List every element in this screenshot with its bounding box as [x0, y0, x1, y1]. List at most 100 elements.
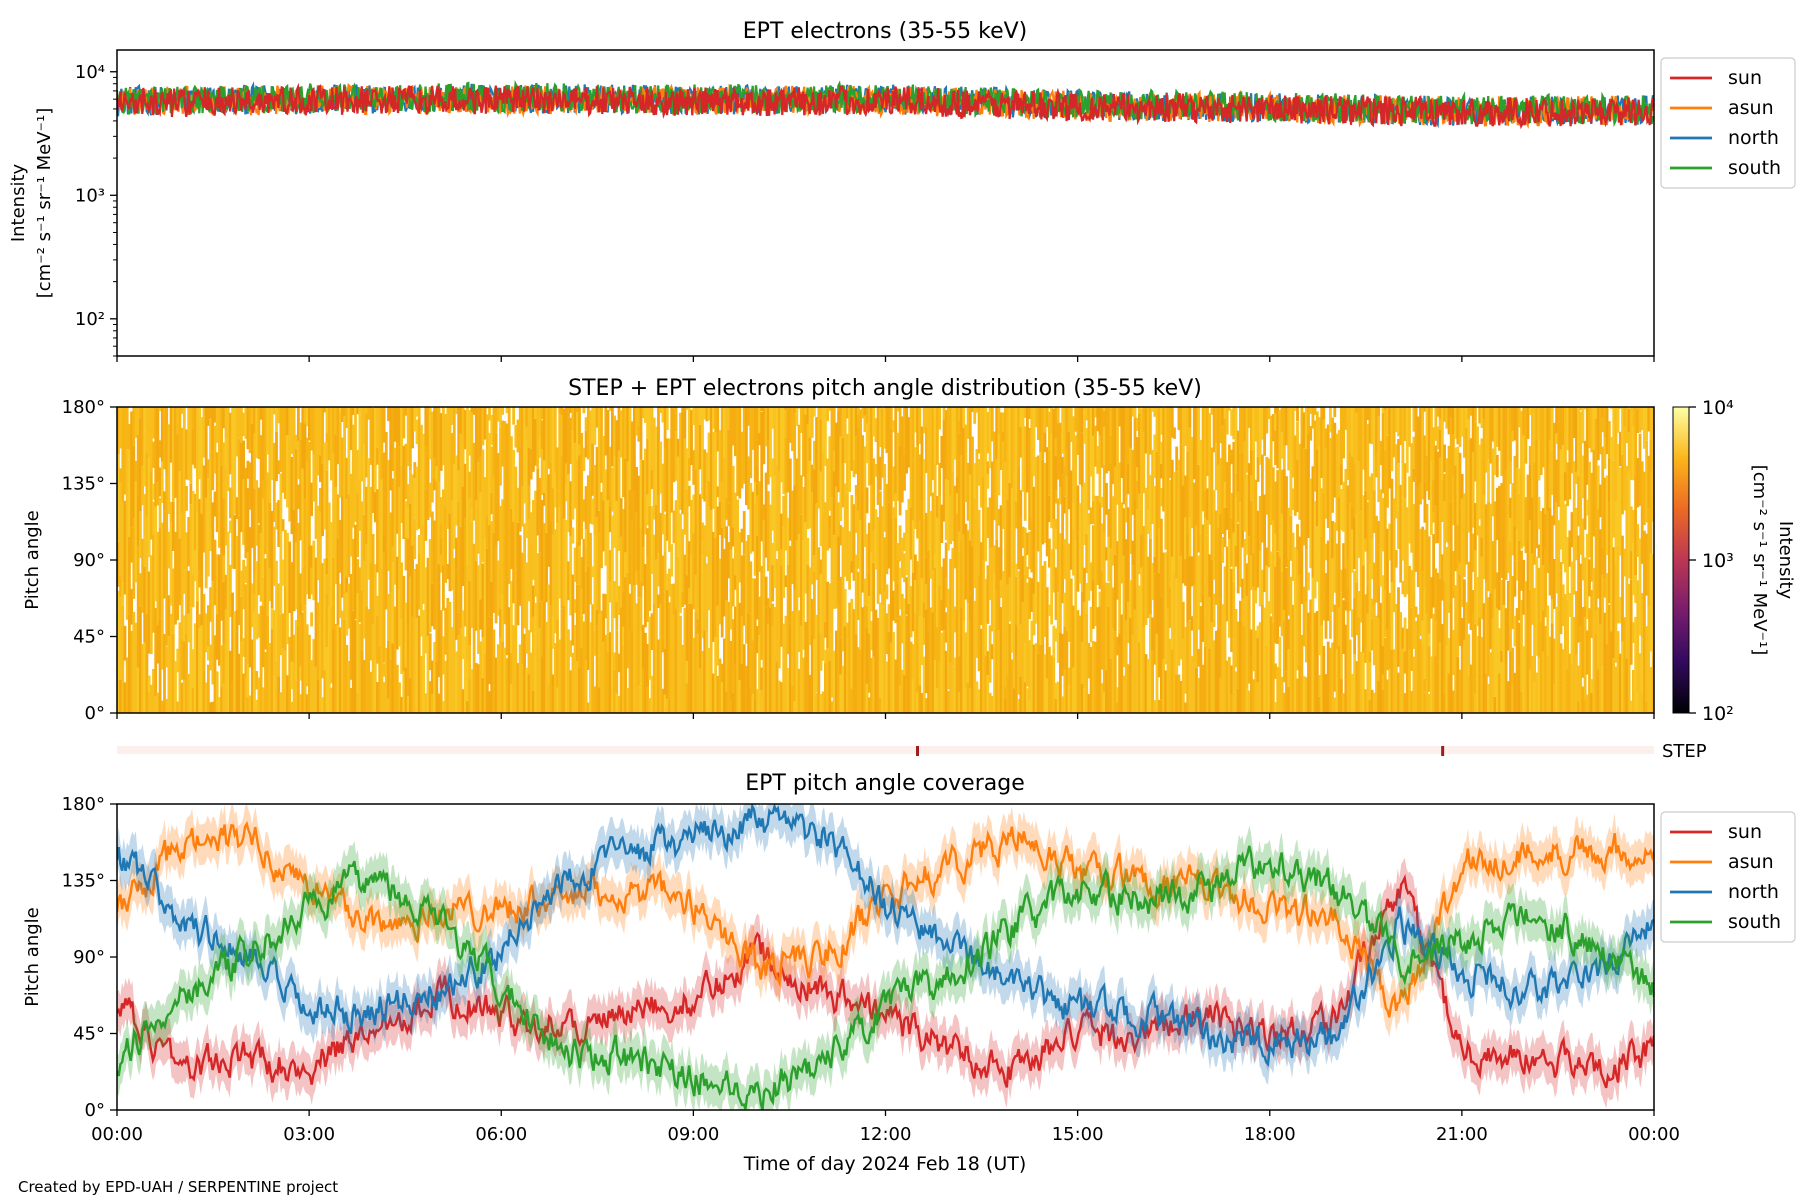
heatmap-cell	[615, 501, 619, 602]
heatmap-cell	[854, 496, 858, 533]
heatmap-cell	[657, 407, 660, 496]
heatmap-cell	[685, 407, 689, 410]
heatmap-cell	[668, 699, 671, 713]
heatmap-cell	[1386, 528, 1389, 630]
heatmap-cell	[694, 575, 698, 612]
heatmap-cell	[784, 493, 788, 510]
heatmap-cell	[299, 439, 302, 485]
heatmap-cell	[731, 692, 735, 713]
heatmap-cell	[147, 691, 151, 713]
heatmap-cell	[995, 591, 999, 679]
heatmap-cell	[119, 482, 122, 576]
heatmap-cell	[846, 492, 849, 581]
heatmap-cell	[426, 407, 430, 454]
heatmap-cell	[1098, 502, 1102, 590]
heatmap-cell	[1555, 433, 1558, 445]
heatmap-cell	[990, 696, 994, 713]
heatmap-cell	[1640, 509, 1644, 564]
heatmap-cell	[1078, 407, 1082, 485]
heatmap-cell	[391, 643, 395, 713]
heatmap-cell	[1166, 609, 1170, 713]
heatmap-cell	[854, 679, 858, 713]
heatmap-cell	[1643, 471, 1646, 526]
heatmap-cell	[606, 581, 610, 633]
heatmap-cell	[657, 495, 660, 554]
heatmap-cell	[896, 559, 900, 584]
heatmap-cell	[1590, 407, 1594, 453]
heatmap-cell	[540, 601, 544, 624]
heatmap-cell	[846, 407, 849, 419]
heatmap-cell	[435, 466, 439, 482]
heatmap-cell	[784, 407, 788, 411]
heatmap-cell	[562, 518, 566, 606]
heatmap-cell	[207, 407, 210, 426]
heatmap-cell	[391, 478, 395, 547]
heatmap-cell	[1197, 648, 1201, 667]
heatmap-cell	[1357, 441, 1361, 462]
heatmap-cell	[540, 407, 544, 420]
heatmap-cell	[119, 597, 122, 680]
heatmap-cell	[595, 517, 599, 610]
heatmap-cell	[687, 588, 691, 604]
heatmap-cell	[479, 407, 483, 456]
heatmap-cell	[147, 407, 151, 458]
heatmap-cell	[1561, 444, 1565, 541]
heatmap-cell	[1577, 407, 1580, 477]
heatmap-cell	[644, 448, 647, 535]
heatmap-cell	[922, 518, 926, 603]
heatmap-cell	[1491, 618, 1495, 713]
heatmap-cell	[1186, 451, 1190, 534]
heatmap-cell	[246, 407, 250, 412]
heatmap-cell	[283, 650, 287, 713]
heatmap-cell	[1557, 421, 1561, 507]
heatmap-cell	[1383, 449, 1387, 488]
heatmap-cell	[1307, 612, 1310, 713]
heatmap-cell	[911, 644, 915, 680]
heatmap-cell	[1467, 665, 1471, 676]
heatmap-cell	[775, 407, 779, 465]
heatmap-cell	[1296, 549, 1299, 580]
heatmap-cell	[758, 635, 761, 713]
heatmap-cell	[756, 626, 759, 654]
heatmap-cell	[1043, 432, 1047, 453]
heatmap-cell	[275, 660, 278, 713]
heatmap-cell	[130, 630, 133, 713]
heatmap-cell	[872, 407, 876, 437]
heatmap-cell	[1438, 540, 1442, 579]
heatmap-cell	[1023, 682, 1027, 713]
heatmap-cell	[341, 496, 344, 598]
heatmap-cell	[1263, 407, 1266, 456]
heatmap-cell	[652, 534, 656, 605]
heatmap-cell	[1535, 672, 1539, 713]
heatmap-cell	[968, 688, 972, 713]
heatmap-cell	[233, 407, 237, 422]
heatmap-cell	[1386, 407, 1389, 435]
heatmap-cell	[327, 567, 331, 608]
x-axis-label: Time of day 2024 Feb 18 (UT)	[743, 1153, 1027, 1175]
heatmap-cell	[674, 431, 678, 481]
heatmap-cell	[617, 407, 621, 451]
heatmap-cell	[1045, 407, 1049, 428]
heatmap-cell	[481, 519, 485, 563]
heatmap-cell	[1019, 517, 1023, 625]
heatmap-cell	[854, 554, 858, 635]
heatmap-cell	[165, 407, 169, 477]
heatmap-cell	[1113, 554, 1117, 631]
heatmap-cell	[1460, 618, 1464, 649]
heatmap-cell	[255, 407, 259, 459]
heatmap-cell	[1401, 648, 1405, 713]
heatmap-cell	[1585, 533, 1589, 619]
heatmap-cell	[1032, 593, 1036, 636]
heatmap-cell	[1434, 407, 1438, 441]
heatmap-cell	[496, 644, 500, 713]
heatmap-cell	[1531, 497, 1534, 554]
heatmap-cell	[1170, 649, 1174, 713]
heatmap-cell	[567, 417, 570, 474]
heatmap-cell	[604, 469, 608, 566]
heatmap-cell	[325, 470, 329, 558]
heatmap-cell	[1627, 408, 1631, 432]
heatmap-cell	[650, 613, 654, 650]
heatmap-cell	[900, 669, 904, 713]
heatmap-cell	[538, 478, 542, 553]
